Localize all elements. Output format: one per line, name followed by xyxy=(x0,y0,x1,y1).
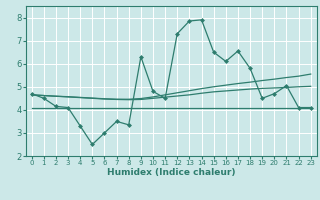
X-axis label: Humidex (Indice chaleur): Humidex (Indice chaleur) xyxy=(107,168,236,177)
